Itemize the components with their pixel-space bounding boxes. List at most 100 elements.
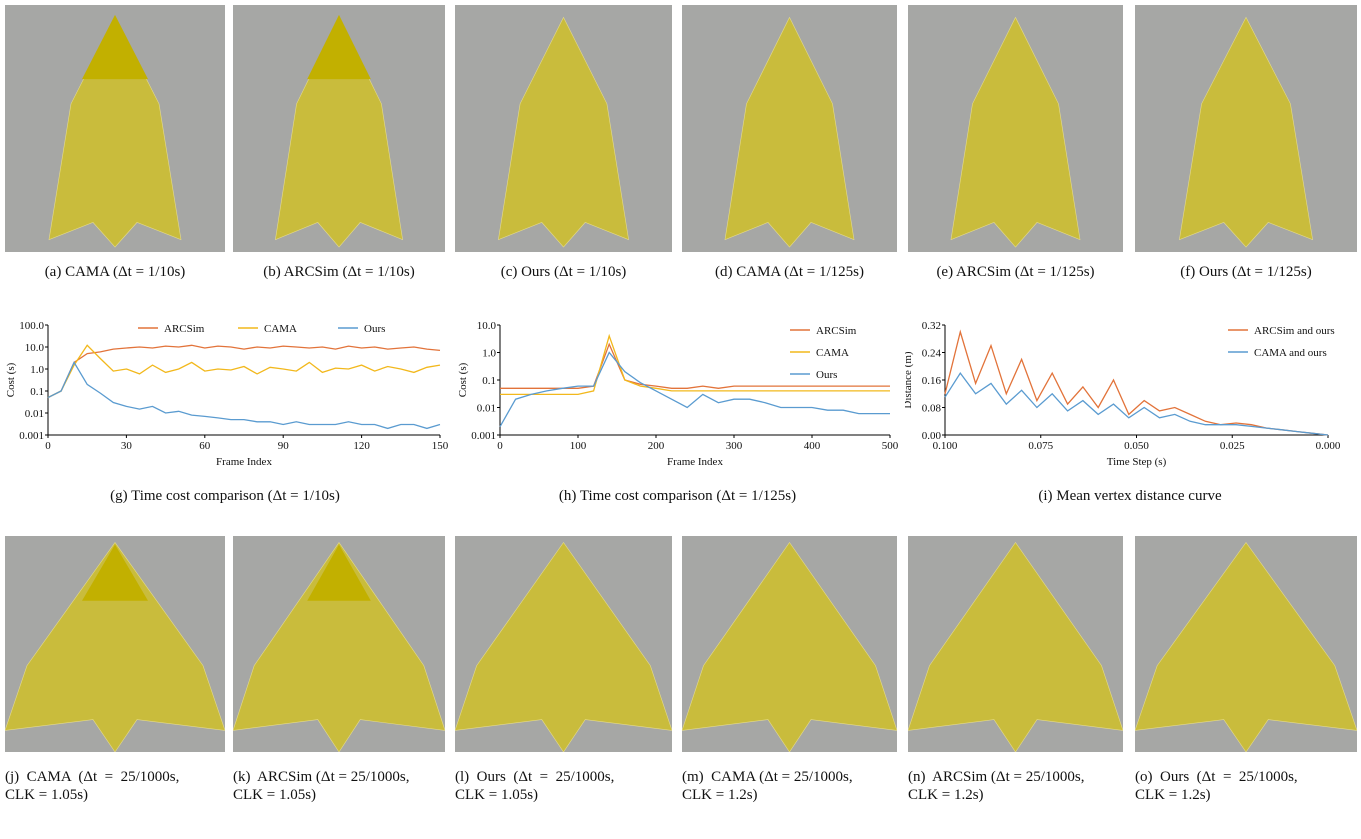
cloth [1134, 541, 1358, 753]
caption-line: (k) ARCSim (Δt = 25/1000s, [233, 769, 410, 785]
x-tick-label: 0.025 [1220, 440, 1245, 452]
x-tick-label: 0.050 [1124, 440, 1149, 452]
x-tick-label: 0.100 [933, 440, 958, 452]
caption: (e) ARCSim (Δt = 1/125s) [936, 264, 1095, 280]
render [4, 541, 226, 753]
render-image [907, 536, 1124, 753]
legend-label: ARCSim [164, 323, 205, 335]
caption-line: (n) ARCSim (Δt = 25/1000s, [908, 769, 1085, 785]
legend-label: Ours [816, 369, 837, 381]
caption-line: CLK = 1.2s) [908, 787, 984, 803]
render [724, 16, 855, 248]
y-tick-label: 10.0 [477, 320, 497, 332]
y-tick-label: 0.1 [30, 386, 44, 398]
caption-line: CLK = 1.2s) [1135, 787, 1211, 803]
y-tick-label: 0.00 [922, 430, 942, 442]
x-tick-label: 100 [570, 440, 587, 452]
render [232, 541, 446, 753]
caption: (b) ARCSim (Δt = 1/10s) [263, 264, 415, 280]
y-tick-label: 10.0 [25, 342, 45, 354]
x-tick-label: 90 [278, 440, 290, 452]
render [275, 14, 403, 248]
line-series [944, 371, 1329, 436]
y-tick-label: 1.0 [30, 364, 44, 376]
line-series [47, 344, 441, 399]
render [48, 14, 182, 248]
cloth [498, 16, 629, 248]
render-image [1135, 5, 1357, 252]
render [950, 16, 1081, 248]
x-axis-label: Time Step (s) [1107, 456, 1167, 468]
caption: (d) CAMA (Δt = 1/125s) [715, 264, 864, 280]
line-series [47, 344, 441, 399]
x-axis-label: Frame Index [216, 456, 272, 468]
y-tick-label: 0.16 [922, 375, 942, 387]
render [681, 541, 898, 753]
x-tick-label: 0 [497, 440, 503, 452]
legend-label: CAMA and ours [1254, 347, 1327, 359]
render [454, 541, 673, 753]
x-tick-label: 150 [432, 440, 449, 452]
render [907, 541, 1124, 753]
render-image [681, 536, 898, 753]
render-image [908, 5, 1123, 252]
render-image [454, 536, 673, 753]
render-image [233, 5, 445, 252]
line-series [499, 351, 890, 428]
cloth [1179, 16, 1313, 248]
cone [307, 14, 371, 80]
line-series [47, 360, 441, 430]
cloth [681, 541, 898, 753]
x-tick-label: 500 [882, 440, 899, 452]
caption: (a) CAMA (Δt = 1/10s) [44, 264, 186, 280]
caption-line: CLK = 1.05s) [233, 787, 317, 803]
caption-line: CLK = 1.05s) [455, 787, 539, 803]
x-tick-label: 30 [121, 440, 133, 452]
x-axis-label: Frame Index [667, 456, 723, 468]
cloth [907, 541, 1124, 753]
legend-label: ARCSim and ours [1254, 325, 1335, 337]
y-tick-label: 0.01 [25, 408, 44, 420]
y-axis-label: Distance (m) [905, 351, 914, 408]
legend-label: Ours [364, 323, 385, 335]
y-tick-label: 0.01 [477, 403, 496, 415]
cone [82, 544, 148, 601]
x-tick-label: 0.075 [1028, 440, 1053, 452]
render-image [455, 5, 672, 252]
y-tick-label: 1.0 [482, 348, 496, 360]
caption: (g) Time cost comparison (Δt = 1/10s) [110, 488, 340, 504]
x-tick-label: 0 [45, 440, 51, 452]
caption-line: (l) Ours (Δt = 25/1000s, [455, 769, 615, 785]
x-tick-label: 0.000 [1316, 440, 1341, 452]
legend-label: CAMA [816, 347, 849, 359]
x-tick-label: 300 [726, 440, 743, 452]
render [1134, 541, 1358, 753]
caption-line: CLK = 1.2s) [682, 787, 758, 803]
x-tick-label: 120 [353, 440, 370, 452]
chart: 0.32 0.24 0.16 0.08 0.000.100 0.075 0.050 0.025… [905, 320, 1341, 468]
render [498, 16, 629, 248]
render [1179, 16, 1313, 248]
x-tick-label: 200 [648, 440, 665, 452]
render-image [1134, 536, 1358, 753]
y-tick-label: 0.32 [922, 320, 941, 332]
y-axis-label: Cost (s) [457, 362, 469, 397]
legend-label: CAMA [264, 323, 297, 335]
y-tick-label: 0.001 [471, 430, 496, 442]
y-tick-label: 100.0 [19, 320, 44, 332]
y-tick-label: 0.001 [19, 430, 44, 442]
caption-line: (o) Ours (Δt = 25/1000s, [1135, 769, 1298, 785]
y-axis-label: Cost (s) [5, 362, 17, 397]
caption: (c) Ours (Δt = 1/10s) [500, 264, 627, 280]
caption-line: (m) CAMA (Δt = 25/1000s, [682, 769, 853, 785]
y-tick-label: 0.08 [922, 403, 942, 415]
line-series [500, 333, 890, 396]
y-tick-label: 0.1 [482, 375, 496, 387]
render-image [682, 5, 897, 252]
caption-line: CLK = 1.05s) [5, 787, 89, 803]
cloth [950, 16, 1081, 248]
legend-label: ARCSim [816, 325, 857, 337]
cloth [454, 541, 673, 753]
